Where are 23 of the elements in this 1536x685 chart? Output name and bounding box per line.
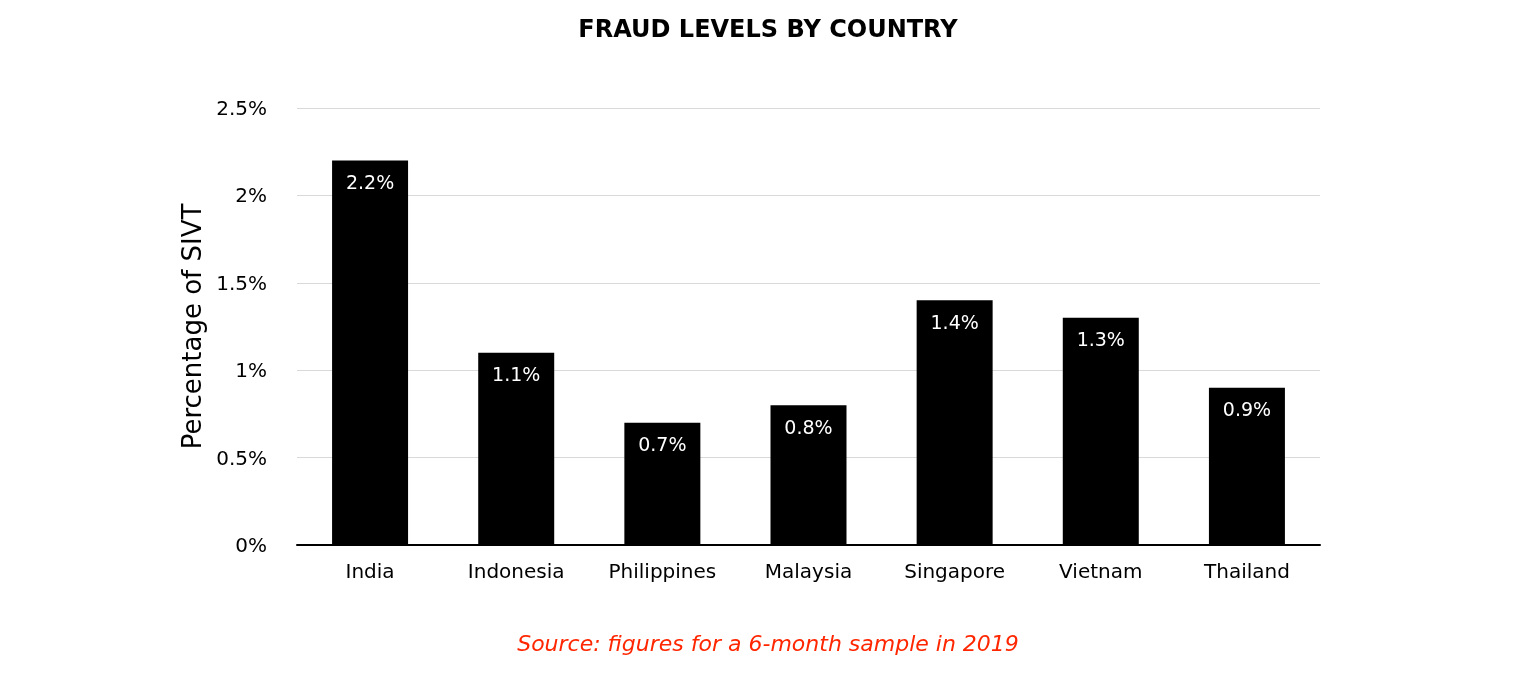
data-label: 0.8% xyxy=(784,415,833,438)
y-tick-label: 2.5% xyxy=(216,96,267,120)
x-tick-label: Indonesia xyxy=(467,559,565,583)
x-tick-label: Philippines xyxy=(608,559,717,583)
y-tick-label: 0% xyxy=(235,533,267,557)
x-tick-label: India xyxy=(345,559,395,583)
data-label: 1.3% xyxy=(1076,328,1125,351)
y-tick-label: 0.5% xyxy=(216,445,267,470)
x-tick-label: Vietnam xyxy=(1059,559,1143,583)
source-note: Source: figures for a 6-month sample in 2019 xyxy=(517,630,1019,656)
y-tick-label: 1% xyxy=(235,358,267,383)
data-label: 0.9% xyxy=(1222,398,1272,421)
x-tick-label: Singapore xyxy=(904,559,1006,583)
chart-title: FRAUD LEVELS BY COUNTRY xyxy=(578,15,959,43)
data-label: 1.1% xyxy=(492,363,541,386)
x-tick-label: Malaysia xyxy=(764,559,853,583)
y-axis-title: Percentage of SIVT xyxy=(177,203,208,450)
data-label: 1.4% xyxy=(930,310,979,333)
data-label: 2.2% xyxy=(345,170,395,193)
y-tick-label: 1.5% xyxy=(216,270,267,295)
y-tick-label: 2% xyxy=(235,183,267,208)
x-tick-label: Thailand xyxy=(1202,559,1290,583)
data-label: 0.7% xyxy=(638,433,687,456)
